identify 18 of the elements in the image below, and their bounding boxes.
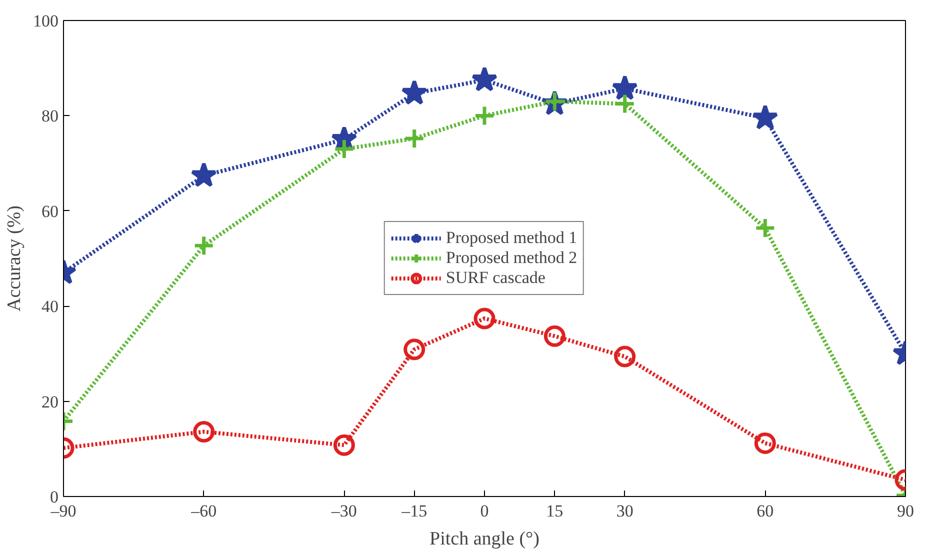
x-tick-label: 0 [480, 502, 489, 520]
x-tick-label: –60 [190, 502, 217, 520]
legend-label: Proposed method 1 [446, 228, 578, 248]
x-tick-label: 30 [616, 502, 634, 520]
x-tick-label: 15 [546, 502, 564, 520]
legend-label: Proposed method 2 [446, 248, 578, 268]
y-axis-title: Accuracy (%) [4, 205, 25, 312]
y-tick-label: 40 [42, 297, 58, 316]
x-axis-title: Pitch angle (°) [430, 528, 540, 550]
legend-label: SURF cascade [446, 268, 546, 288]
x-tick-label: 90 [897, 502, 914, 520]
x-tick-label: –30 [330, 502, 357, 520]
x-tick-label: –15 [400, 502, 428, 520]
y-tick-label: 80 [42, 106, 58, 126]
y-tick-label: 100 [33, 12, 58, 30]
x-tick-label: 60 [756, 502, 774, 520]
y-tick-label: 60 [42, 202, 58, 221]
y-tick-label: 20 [42, 392, 58, 412]
